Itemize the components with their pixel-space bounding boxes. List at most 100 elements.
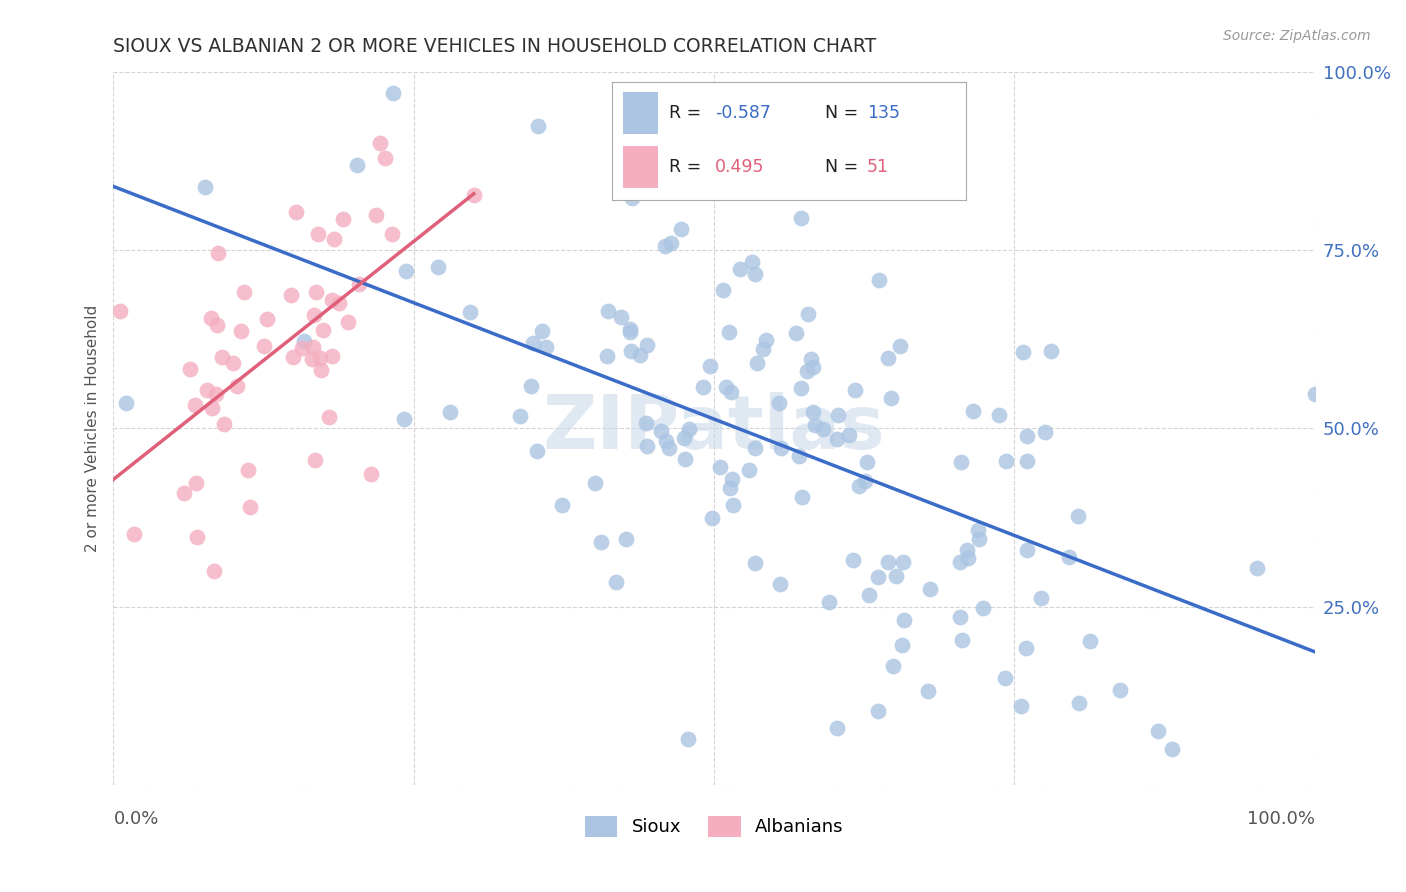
- Point: [619, 321, 641, 335]
- Point: [520, 378, 543, 392]
- Point: [292, 334, 315, 348]
- Point: [1067, 696, 1090, 710]
- Point: [212, 417, 235, 431]
- Point: [884, 569, 907, 583]
- Point: [967, 533, 990, 547]
- Point: [721, 498, 744, 512]
- Point: [238, 463, 260, 477]
- Point: [1040, 343, 1063, 358]
- Point: [995, 453, 1018, 467]
- Point: [678, 422, 700, 436]
- Point: [1109, 682, 1132, 697]
- Point: [596, 304, 619, 318]
- Point: [463, 187, 485, 202]
- Point: [1067, 508, 1090, 523]
- Point: [741, 255, 763, 269]
- Point: [1303, 386, 1326, 401]
- Point: [877, 555, 900, 569]
- Point: [650, 424, 672, 438]
- Point: [769, 442, 792, 456]
- Point: [179, 362, 201, 376]
- Point: [966, 524, 988, 538]
- Point: [856, 454, 879, 468]
- Point: [1010, 698, 1032, 713]
- Point: [768, 577, 790, 591]
- Point: [796, 307, 818, 321]
- Point: [328, 296, 350, 310]
- Point: [994, 671, 1017, 685]
- Point: [536, 341, 558, 355]
- Point: [949, 609, 972, 624]
- Point: [718, 481, 741, 495]
- Point: [619, 326, 641, 340]
- Point: [526, 120, 548, 134]
- Point: [876, 351, 898, 365]
- Point: [796, 364, 818, 378]
- Point: [1246, 561, 1268, 575]
- Y-axis label: 2 or more Vehicles in Household: 2 or more Vehicles in Household: [86, 305, 100, 552]
- Point: [818, 595, 841, 609]
- Text: Source: ZipAtlas.com: Source: ZipAtlas.com: [1223, 29, 1371, 43]
- Point: [1015, 429, 1038, 443]
- Point: [304, 453, 326, 467]
- Point: [1012, 344, 1035, 359]
- Point: [346, 158, 368, 172]
- Point: [614, 533, 637, 547]
- Point: [301, 352, 323, 367]
- Point: [636, 338, 658, 352]
- Point: [309, 351, 332, 365]
- Point: [659, 235, 682, 250]
- Point: [654, 238, 676, 252]
- Point: [949, 555, 972, 569]
- Point: [426, 260, 449, 274]
- Point: [804, 417, 827, 432]
- Point: [1015, 454, 1038, 468]
- Text: 100.0%: 100.0%: [1247, 810, 1315, 829]
- Point: [893, 555, 915, 569]
- Point: [745, 356, 768, 370]
- Point: [801, 359, 824, 374]
- Point: [202, 564, 225, 578]
- Point: [799, 352, 821, 367]
- Point: [811, 422, 834, 436]
- Point: [207, 246, 229, 260]
- Point: [1033, 425, 1056, 439]
- Point: [200, 311, 222, 326]
- Point: [583, 475, 606, 490]
- Point: [522, 336, 544, 351]
- Point: [305, 285, 328, 299]
- Point: [630, 348, 652, 362]
- Point: [790, 211, 813, 226]
- Point: [318, 409, 340, 424]
- Point: [709, 459, 731, 474]
- Point: [890, 638, 912, 652]
- Point: [309, 363, 332, 377]
- Point: [717, 326, 740, 340]
- Point: [284, 204, 307, 219]
- Point: [239, 500, 262, 514]
- Point: [321, 349, 343, 363]
- Point: [844, 383, 866, 397]
- Point: [790, 490, 813, 504]
- Point: [124, 527, 146, 541]
- Point: [789, 450, 811, 464]
- Point: [231, 324, 253, 338]
- Point: [803, 405, 825, 419]
- Point: [256, 311, 278, 326]
- Point: [253, 339, 276, 353]
- Point: [700, 511, 723, 525]
- Point: [301, 340, 323, 354]
- Point: [280, 288, 302, 302]
- Point: [620, 191, 643, 205]
- Text: SIOUX VS ALBANIAN 2 OR MORE VEHICLES IN HOUSEHOLD CORRELATION CHART: SIOUX VS ALBANIAN 2 OR MORE VEHICLES IN …: [114, 37, 877, 56]
- Legend: Sioux, Albanians: Sioux, Albanians: [578, 808, 851, 844]
- Point: [225, 379, 247, 393]
- Point: [1057, 550, 1080, 565]
- Point: [848, 479, 870, 493]
- Point: [173, 486, 195, 500]
- Point: [207, 318, 229, 333]
- Point: [957, 550, 980, 565]
- Text: 0.0%: 0.0%: [114, 810, 159, 829]
- Point: [827, 408, 849, 422]
- Point: [204, 387, 226, 401]
